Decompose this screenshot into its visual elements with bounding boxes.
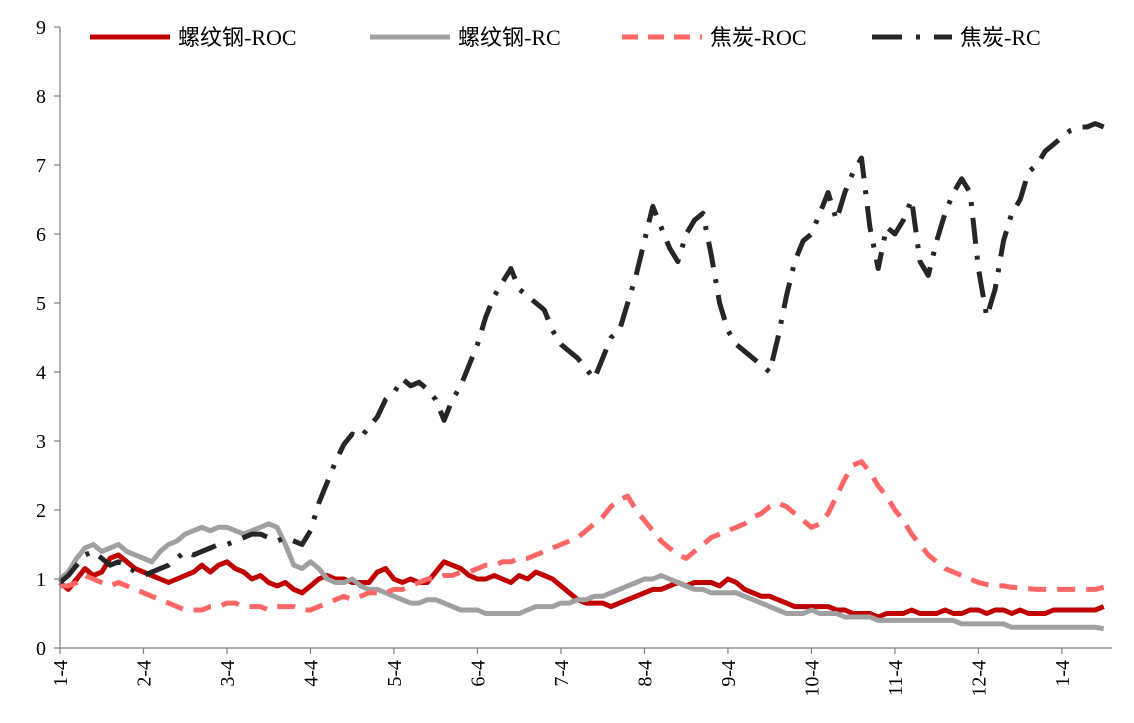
x-tick-label: 9-4 bbox=[718, 660, 740, 687]
x-tick-label: 8-4 bbox=[634, 660, 656, 687]
x-tick-label: 10-4 bbox=[801, 660, 823, 697]
legend-label-4: 焦炭-RC bbox=[960, 25, 1041, 50]
x-tick-label: 11-4 bbox=[885, 660, 907, 696]
y-tick-label: 5 bbox=[36, 293, 46, 315]
y-tick-label: 3 bbox=[36, 431, 46, 453]
x-tick-label: 2-4 bbox=[133, 660, 155, 687]
x-tick-label: 3-4 bbox=[217, 660, 239, 687]
series-line-2 bbox=[58, 521, 1105, 632]
legend: 螺纹钢-ROC 螺纹钢-RC 焦炭-ROC 焦炭-RC bbox=[90, 25, 1041, 50]
series-line-3 bbox=[60, 459, 1105, 613]
x-tick-label: 7-4 bbox=[551, 660, 573, 687]
series-lines bbox=[58, 121, 1105, 632]
x-tick-label: 12-4 bbox=[968, 660, 990, 697]
axes: 0 1 2 3 4 5 6 7 8 9 1-4 2-4 3-4 4-4 5-4 6-4 7-4 8-4 9-4 10-… bbox=[36, 17, 1112, 697]
legend-label-2: 螺纹钢-RC bbox=[458, 25, 561, 50]
y-tick-label: 7 bbox=[36, 155, 46, 177]
x-tick-label: 5-4 bbox=[384, 660, 406, 687]
y-tick-label: 8 bbox=[36, 86, 46, 108]
x-tick-label: 4-4 bbox=[300, 660, 322, 687]
series-line-1 bbox=[58, 552, 1105, 620]
y-tick-label: 2 bbox=[36, 500, 46, 522]
y-tick-label: 0 bbox=[36, 638, 46, 660]
series-line-4 bbox=[58, 121, 1105, 585]
x-tick-label: 1-4 bbox=[50, 660, 72, 687]
legend-label-1: 螺纹钢-ROC bbox=[178, 25, 297, 50]
x-tick-label: 1-4 bbox=[1052, 660, 1074, 687]
y-tick-label: 9 bbox=[36, 17, 46, 39]
legend-label-3: 焦炭-ROC bbox=[710, 25, 807, 50]
x-tick-label: 6-4 bbox=[467, 660, 489, 687]
y-tick-label: 1 bbox=[36, 569, 46, 591]
y-tick-label: 6 bbox=[36, 224, 46, 246]
y-tick-label: 4 bbox=[36, 362, 46, 384]
